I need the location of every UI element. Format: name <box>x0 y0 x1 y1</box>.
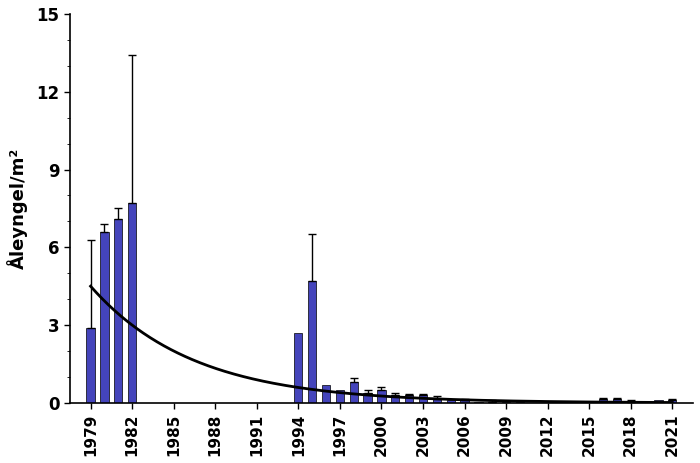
Bar <box>349 382 358 403</box>
Bar <box>308 281 316 403</box>
Bar <box>599 399 607 403</box>
Bar <box>654 400 663 403</box>
Bar <box>322 385 330 403</box>
Bar <box>405 395 413 403</box>
Bar <box>474 401 482 403</box>
Bar <box>377 390 386 403</box>
Bar <box>100 232 108 403</box>
Bar <box>363 393 372 403</box>
Bar <box>391 395 400 403</box>
Y-axis label: Åleyngel/m²: Åleyngel/m² <box>7 148 28 269</box>
Bar <box>668 400 676 403</box>
Bar <box>640 401 649 403</box>
Bar <box>612 399 621 403</box>
Bar <box>294 333 302 403</box>
Bar <box>626 401 635 403</box>
Bar <box>336 390 344 403</box>
Bar <box>419 395 427 403</box>
Bar <box>488 401 496 403</box>
Bar <box>516 401 524 403</box>
Bar <box>128 203 136 403</box>
Bar <box>502 401 510 403</box>
Bar <box>461 400 469 403</box>
Bar <box>447 400 455 403</box>
Bar <box>86 328 94 403</box>
Bar <box>114 219 122 403</box>
Bar <box>433 399 441 403</box>
